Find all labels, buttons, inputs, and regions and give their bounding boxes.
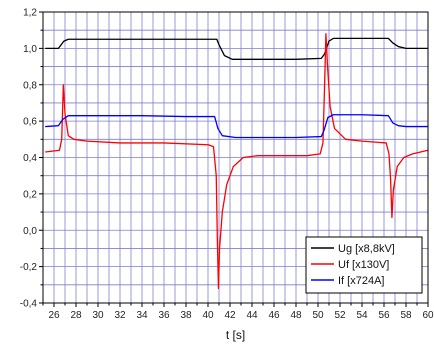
series-line-3 xyxy=(45,114,428,139)
x-tick-label: 36 xyxy=(158,310,170,321)
x-tick-label: 30 xyxy=(92,310,104,321)
x-tick-label: 38 xyxy=(180,310,192,321)
x-tick-label: 32 xyxy=(114,310,126,321)
x-tick-label: 28 xyxy=(70,310,82,321)
y-tick-label: 1,0 xyxy=(23,44,37,55)
x-tick-label: 42 xyxy=(224,310,236,321)
x-tick-label: 44 xyxy=(246,310,258,321)
y-tick-label: 0,8 xyxy=(23,80,37,91)
x-tick-label: 54 xyxy=(356,310,368,321)
series-line-1 xyxy=(45,37,428,60)
series-line-2 xyxy=(45,33,429,290)
x-tick-label: 46 xyxy=(268,310,280,321)
y-tick-label: 0,0 xyxy=(23,226,37,237)
legend-box xyxy=(305,236,423,294)
y-tick-label: 1,2 xyxy=(23,8,37,19)
y-tick-label: -0,4 xyxy=(20,299,38,310)
y-tick-label: 0,4 xyxy=(23,153,37,164)
x-tick-label: 50 xyxy=(312,310,324,321)
legend-label: Uf [x130V] xyxy=(338,259,389,271)
x-tick-label: 60 xyxy=(422,310,434,321)
x-tick-label: 34 xyxy=(136,310,148,321)
x-tick-label: 52 xyxy=(334,310,346,321)
legend: Ug [x8,8kV] Uf [x130V] If [x724A] xyxy=(305,236,423,294)
y-tick-label: 0,2 xyxy=(23,189,37,200)
x-axis-title: t [s] xyxy=(226,328,245,342)
legend-label: Ug [x8,8kV] xyxy=(338,243,395,255)
y-tick-label: -0,2 xyxy=(20,262,38,273)
x-axis-ticks: 26 28 30 32 34 36 38 40 42 44 46 48 50 52 54 56 58 60 xyxy=(42,303,434,321)
x-tick-label: 56 xyxy=(378,310,390,321)
x-tick-label: 26 xyxy=(48,310,60,321)
x-tick-label: 40 xyxy=(202,310,214,321)
series-layer xyxy=(45,33,429,290)
x-tick-label: 58 xyxy=(400,310,412,321)
x-tick-label: 48 xyxy=(290,310,302,321)
legend-label: If [x724A] xyxy=(338,275,384,287)
y-axis-ticks: -0,4 -0,2 0,0 0,2 0,4 0,6 0,8 1,0 1,2 xyxy=(20,8,43,310)
y-tick-label: 0,6 xyxy=(23,117,37,128)
